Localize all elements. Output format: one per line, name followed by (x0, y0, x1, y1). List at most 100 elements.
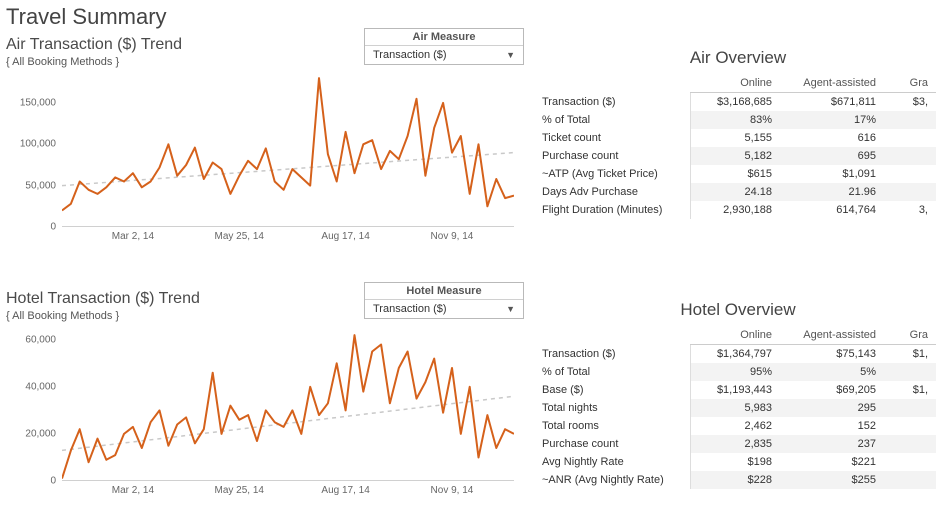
table-column-header: Gra (884, 74, 936, 93)
air-overview: Air Overview OnlineAgent-assistedGraTran… (540, 48, 936, 219)
table-column-header: Online (690, 74, 780, 93)
y-tick-label: 0 (50, 476, 56, 487)
hotel-y-axis: 020,00040,00060,000 (6, 328, 60, 481)
x-tick-label: Nov 9, 14 (431, 485, 474, 496)
table-cell (884, 363, 936, 381)
table-header-blank (540, 326, 690, 345)
table-cell: $1, (884, 345, 936, 364)
table-header-blank (540, 74, 690, 93)
table-cell: 152 (780, 417, 884, 435)
table-cell (884, 129, 936, 147)
table-cell: 5,983 (690, 399, 780, 417)
table-cell (884, 417, 936, 435)
y-tick-label: 40,000 (25, 381, 56, 392)
table-cell: 17% (780, 111, 884, 129)
hotel-overview: Hotel Overview OnlineAgent-assistedGraTr… (540, 300, 936, 489)
table-cell: $1,364,797 (690, 345, 780, 364)
table-row: Avg Nightly Rate$198$221 (540, 453, 936, 471)
table-row: Ticket count5,155616 (540, 129, 936, 147)
table-cell (884, 399, 936, 417)
air-measure-selector: Air Measure Transaction ($) ▼ (364, 28, 524, 65)
table-cell: 5,182 (690, 147, 780, 165)
table-row-label: Purchase count (540, 435, 690, 453)
air-section: Air Transaction ($) Trend { All Booking … (6, 36, 526, 249)
y-tick-label: 50,000 (25, 180, 56, 191)
table-row: Base ($)$1,193,443$69,205$1, (540, 381, 936, 399)
table-row: Transaction ($)$1,364,797$75,143$1, (540, 345, 936, 364)
table-row: Total rooms2,462152 (540, 417, 936, 435)
table-cell: 2,930,188 (690, 201, 780, 219)
table-cell (884, 453, 936, 471)
table-row-label: % of Total (540, 111, 690, 129)
table-row-label: Total rooms (540, 417, 690, 435)
table-column-header: Agent-assisted (780, 74, 884, 93)
table-cell: 95% (690, 363, 780, 381)
table-cell: 24.18 (690, 183, 780, 201)
air-plot-area (62, 74, 514, 227)
table-cell (884, 165, 936, 183)
hotel-x-axis: Mar 2, 14May 25, 14Aug 17, 14Nov 9, 14 (62, 483, 514, 503)
x-tick-label: Mar 2, 14 (112, 485, 154, 496)
table-cell: $1,193,443 (690, 381, 780, 399)
table-row-label: % of Total (540, 363, 690, 381)
table-column-header: Agent-assisted (780, 326, 884, 345)
table-row: Flight Duration (Minutes)2,930,188614,76… (540, 201, 936, 219)
table-row: Purchase count5,182695 (540, 147, 936, 165)
table-row-label: Transaction ($) (540, 345, 690, 364)
y-tick-label: 150,000 (20, 97, 56, 108)
table-cell: $1, (884, 381, 936, 399)
y-tick-label: 20,000 (25, 428, 56, 439)
table-cell (884, 147, 936, 165)
table-row-label: Purchase count (540, 147, 690, 165)
table-row-label: Total nights (540, 399, 690, 417)
table-row: Days Adv Purchase24.1821.96 (540, 183, 936, 201)
table-cell: $1,091 (780, 165, 884, 183)
table-cell: 5,155 (690, 129, 780, 147)
table-cell: 614,764 (780, 201, 884, 219)
table-row-label: ~ANR (Avg Nightly Rate) (540, 471, 690, 489)
air-overview-table: OnlineAgent-assistedGraTransaction ($)$3… (540, 74, 936, 219)
air-chart[interactable]: 050,000100,000150,000 Mar 2, 14May 25, 1… (6, 74, 516, 249)
table-cell: 616 (780, 129, 884, 147)
table-row-label: Days Adv Purchase (540, 183, 690, 201)
table-row: Transaction ($)$3,168,685$671,811$3, (540, 93, 936, 112)
table-cell: 5% (780, 363, 884, 381)
table-row: Total nights5,983295 (540, 399, 936, 417)
x-tick-label: Mar 2, 14 (112, 231, 154, 242)
table-row: ~ANR (Avg Nightly Rate)$228$255 (540, 471, 936, 489)
hotel-section: Hotel Transaction ($) Trend { All Bookin… (6, 290, 526, 503)
y-tick-label: 100,000 (20, 139, 56, 150)
hotel-plot-area (62, 328, 514, 481)
hotel-overview-table: OnlineAgent-assistedGraTransaction ($)$1… (540, 326, 936, 489)
x-tick-label: May 25, 14 (215, 231, 264, 242)
table-row-label: Ticket count (540, 129, 690, 147)
table-cell: $228 (690, 471, 780, 489)
hotel-measure-dropdown[interactable]: Transaction ($) ▼ (365, 300, 523, 318)
table-cell (884, 471, 936, 489)
air-measure-label: Air Measure (365, 29, 523, 46)
table-row-label: Transaction ($) (540, 93, 690, 112)
table-row-label: Avg Nightly Rate (540, 453, 690, 471)
table-row-label: Flight Duration (Minutes) (540, 201, 690, 219)
chevron-down-icon: ▼ (506, 50, 515, 60)
table-cell: 295 (780, 399, 884, 417)
table-column-header: Gra (884, 326, 936, 345)
table-cell: $3, (884, 93, 936, 112)
hotel-chart[interactable]: 0 20,000 40,000 60,000 Mar 2, 14May 25, 14A… (6, 328, 516, 503)
table-row-label: ~ATP (Avg Ticket Price) (540, 165, 690, 183)
hotel-measure-selected: Transaction ($) (373, 303, 447, 315)
air-measure-dropdown[interactable]: Transaction ($) ▼ (365, 46, 523, 64)
table-cell: 695 (780, 147, 884, 165)
table-cell: $615 (690, 165, 780, 183)
hotel-measure-label: Hotel Measure (365, 283, 523, 300)
table-row-label: Base ($) (540, 381, 690, 399)
air-overview-title: Air Overview (540, 48, 936, 68)
table-cell: $671,811 (780, 93, 884, 112)
air-x-axis: Mar 2, 14May 25, 14Aug 17, 14Nov 9, 14 (62, 229, 514, 249)
y-tick-label: 60,000 (25, 334, 56, 345)
table-cell: $69,205 (780, 381, 884, 399)
table-row: % of Total83%17% (540, 111, 936, 129)
table-cell: $255 (780, 471, 884, 489)
table-cell: $3,168,685 (690, 93, 780, 112)
table-cell (884, 111, 936, 129)
